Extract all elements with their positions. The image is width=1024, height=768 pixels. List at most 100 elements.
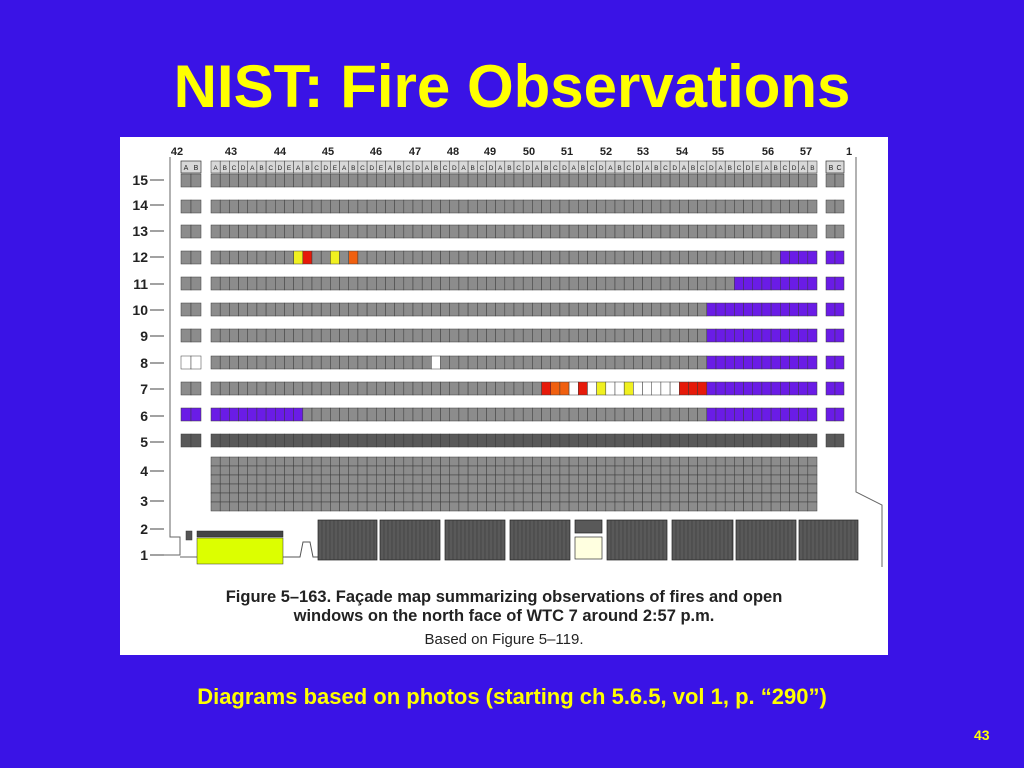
floor-window: [715, 276, 726, 291]
floor-window: [293, 199, 304, 214]
floor-window: [623, 328, 634, 343]
lower-floor-window: [614, 456, 625, 467]
floor-window: [495, 250, 506, 265]
floor-window: [633, 224, 643, 239]
floor-window: [320, 276, 331, 291]
floor-window: [623, 433, 634, 448]
lower-floor-window: [724, 492, 735, 503]
column-letter: A: [498, 165, 503, 172]
floor-window: [219, 328, 230, 343]
lower-floor-window: [330, 465, 340, 476]
floor-window: [780, 355, 790, 370]
floor-window: [339, 173, 349, 188]
lower-floor-window: [458, 474, 469, 485]
floor-window: [394, 381, 405, 396]
floor-window: [348, 407, 359, 422]
column-letter: A: [718, 165, 723, 172]
floor-window: [697, 433, 708, 448]
floor-window: [348, 224, 359, 239]
lower-floor-window: [660, 474, 671, 485]
lower-floor-window: [532, 501, 542, 512]
floor-window: [229, 224, 239, 239]
lower-floor-window: [568, 483, 579, 494]
floor-window: [706, 355, 717, 370]
lower-floor-window: [587, 474, 597, 485]
floor-window: [596, 173, 607, 188]
floor-window: [669, 173, 680, 188]
floor-window: [706, 276, 717, 291]
floor-window: [366, 276, 377, 291]
column-letter: A: [425, 165, 430, 172]
floor-window: [265, 276, 276, 291]
lower-floor-window: [679, 483, 689, 494]
floor-window: [761, 407, 772, 422]
floor-window: [789, 407, 799, 422]
floor-window: [550, 250, 561, 265]
floor-window: [348, 381, 359, 396]
lower-floor-window: [559, 465, 570, 476]
lower-floor-window: [210, 474, 221, 485]
lower-floor-window: [210, 465, 221, 476]
lower-floor-window: [440, 483, 450, 494]
floor-window: [366, 433, 377, 448]
figure-caption-line-1: Figure 5–163. Façade map summarizing obs…: [225, 588, 783, 606]
lower-floor-window: [614, 492, 625, 503]
lower-floor-window: [385, 474, 395, 485]
lower-floor-window: [376, 501, 386, 512]
lower-floor-window: [385, 456, 395, 467]
right-bay-window: [825, 173, 836, 188]
floor-window: [293, 276, 304, 291]
column-number: 55: [712, 146, 724, 158]
floor-window: [256, 407, 267, 422]
right-bay-window: [834, 328, 845, 343]
floor-window: [385, 381, 395, 396]
floor-window: [357, 276, 368, 291]
floor-window: [651, 276, 662, 291]
lower-floor-window: [238, 501, 248, 512]
left-bay-window: [180, 433, 192, 448]
lower-floor-window: [633, 492, 643, 503]
lower-floor-window: [734, 456, 744, 467]
floor-label: 2: [140, 521, 148, 537]
column-letter: C: [737, 165, 742, 172]
lower-floor-window: [247, 465, 258, 476]
floor-window: [596, 328, 607, 343]
lower-floor-window: [522, 456, 533, 467]
floor-window: [495, 276, 506, 291]
column-letter: C: [360, 165, 365, 172]
floor-window: [605, 199, 616, 214]
floor-window: [743, 381, 753, 396]
lower-floor-window: [210, 501, 221, 512]
column-number: 54: [676, 146, 689, 158]
lower-floor-window: [688, 465, 698, 476]
floor-window: [366, 173, 377, 188]
floor-window: [431, 407, 441, 422]
floor-window: [660, 381, 671, 396]
column-letter: B: [305, 165, 309, 172]
floor-window: [587, 381, 597, 396]
floor-window: [568, 328, 579, 343]
lower-floor-window: [669, 474, 680, 485]
lower-floor-window: [513, 465, 524, 476]
floor-window: [633, 381, 643, 396]
lower-floor-window: [541, 465, 551, 476]
lower-floor-window: [623, 465, 634, 476]
floor-window: [394, 173, 405, 188]
lower-floor-window: [431, 456, 441, 467]
floor-window: [394, 407, 405, 422]
floor-window: [330, 199, 340, 214]
floor-window: [495, 224, 506, 239]
floor-window: [477, 173, 487, 188]
lower-floor-window: [330, 483, 340, 494]
floor-window: [614, 407, 625, 422]
lower-floor-window: [412, 456, 423, 467]
lower-floor-window: [541, 456, 551, 467]
lobby-window: [196, 537, 284, 565]
floor-window: [467, 199, 478, 214]
floor-window: [256, 173, 267, 188]
column-letter: C: [314, 165, 319, 172]
floor-window: [293, 433, 304, 448]
floor-label: 6: [140, 408, 148, 424]
right-bay-window: [825, 250, 836, 265]
floor-window: [642, 276, 652, 291]
